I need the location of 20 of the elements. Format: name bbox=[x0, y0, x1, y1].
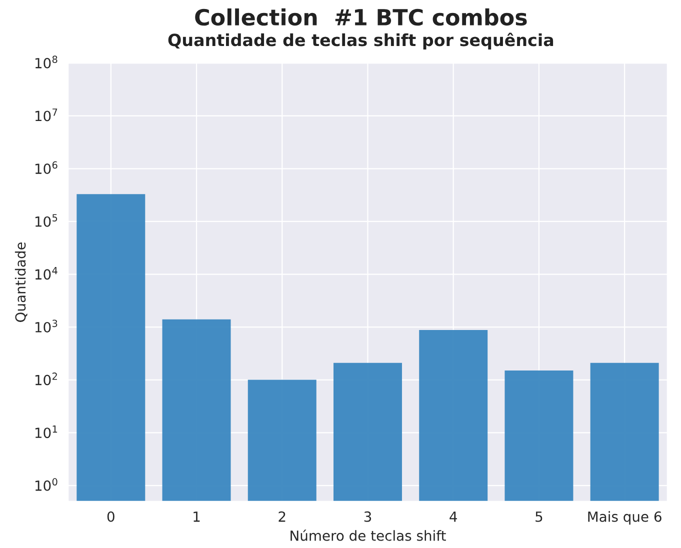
x-tick-label: 4 bbox=[450, 512, 457, 522]
y-tick-label: 10$^{8}$ bbox=[35, 56, 58, 68]
y-tick-label: 10$^{7}$ bbox=[35, 108, 58, 122]
y-tick-label: 10$^{1}$ bbox=[35, 425, 58, 438]
x-tick-label: 0 bbox=[107, 511, 114, 522]
chart-subtitle: Quantidade de teclas shift por sequência bbox=[168, 32, 554, 50]
x-tick-label: 1 bbox=[194, 512, 200, 522]
y-tick-label: 10$^{2}$ bbox=[35, 372, 57, 386]
x-tick-label: 2 bbox=[278, 511, 286, 522]
y-tick-label: 10$^{4}$ bbox=[35, 267, 58, 280]
x-tick-label: 5 bbox=[536, 512, 542, 522]
y-tick-label: 10$^{5}$ bbox=[35, 214, 58, 227]
x-axis-title: Número de teclas shift bbox=[290, 530, 446, 541]
x-tick-label: Mais que 6 bbox=[588, 511, 662, 525]
x-tick-label: 3 bbox=[364, 511, 372, 522]
y-axis-title: Quantidade bbox=[14, 242, 28, 322]
y-tick-label: 10$^{3}$ bbox=[35, 320, 58, 332]
y-tick-label: 10$^{0}$ bbox=[35, 478, 58, 491]
y-tick-label: 10$^{6}$ bbox=[35, 161, 58, 174]
chart-title: Collection #1 BTC combos bbox=[195, 8, 527, 26]
